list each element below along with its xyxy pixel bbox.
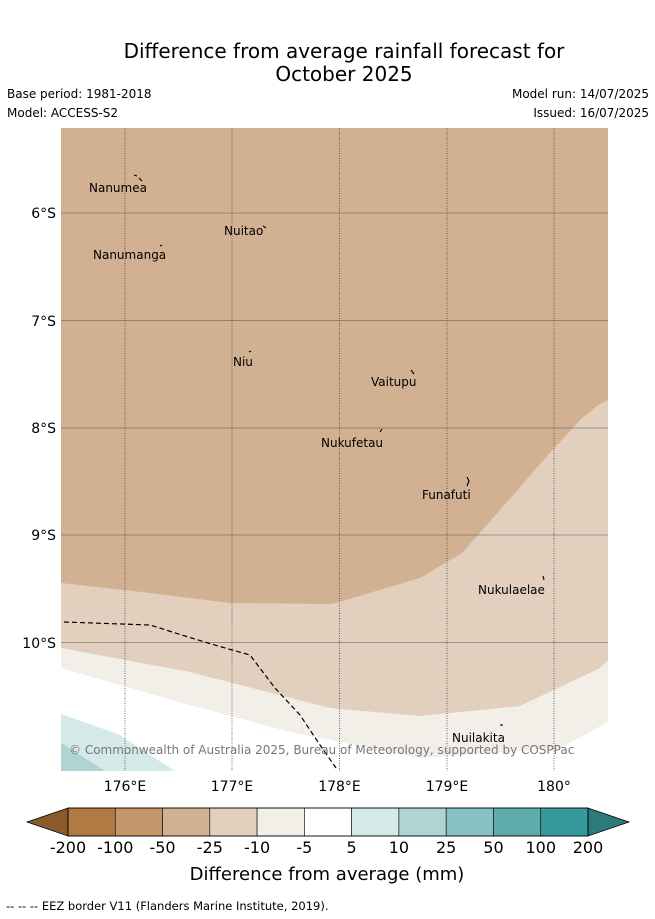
lat-label-6s: 6°S: [31, 206, 56, 222]
colorbar-cell: [209, 807, 258, 837]
label-nanumanga: Nanumanga: [93, 248, 166, 262]
island-vaitupu-shape: [410, 369, 415, 375]
eez-border: [63, 621, 337, 769]
colorbar-tick-label: 5: [347, 838, 357, 857]
colorbar: -200 -100 -50 -25 -10 -5 5 10 25 50 100 200 Differe…: [25, 807, 631, 885]
colorbar-tick-label: 25: [436, 838, 456, 857]
islands: [133, 174, 545, 726]
model-name: Model: ACCESS-S2: [7, 106, 119, 120]
colorbar-label: Difference from average (mm): [190, 864, 465, 885]
colorbar-cell: [114, 807, 163, 837]
colorbar-cell: [304, 807, 352, 837]
colorbar-extend-low: [25, 807, 69, 837]
island-nuitao-shape: [262, 225, 267, 229]
colorbar-tick-label: 100: [525, 838, 556, 857]
label-niu: Niu: [233, 355, 253, 369]
lat-label-7s: 7°S: [31, 314, 56, 330]
colorbar-extend-high: [587, 807, 631, 837]
band-near-average: [61, 668, 608, 771]
colorbar-cell: [67, 807, 116, 837]
colorbar-cell: [162, 807, 211, 837]
label-nanumea: Nanumea: [89, 181, 147, 195]
lon-gridlines: [124, 128, 555, 771]
label-nukufetau: Nukufetau: [321, 436, 383, 450]
lon-label-176e: 176°E: [104, 779, 147, 795]
map-title: Difference from average rainfall forecas…: [0, 40, 655, 86]
lat-label-9s: 9°S: [31, 528, 56, 544]
island-nukulaelae-shape: [542, 575, 545, 581]
label-vaitupu: Vaitupu: [371, 375, 417, 389]
colorbar-cell: [398, 807, 447, 837]
colorbar-tick-label: 200: [573, 838, 604, 857]
island-nanumea-shape: [133, 174, 143, 182]
colorbar-tick-label: -10: [244, 838, 270, 857]
label-nuilakita: Nuilakita: [452, 731, 505, 745]
lat-labels: 6°S 7°S 8°S 9°S 10°S: [22, 206, 56, 652]
band-10-to-25: [61, 714, 175, 771]
colorbar-cell: [540, 807, 589, 837]
colorbar-tick-label: 50: [483, 838, 503, 857]
colorbar-tick-label: -200: [50, 838, 86, 857]
lon-label-177e: 177°E: [211, 779, 254, 795]
title-line-2: October 2025: [275, 62, 413, 86]
colorbar-outline: [67, 807, 589, 837]
colorbar-tick-label: -50: [149, 838, 175, 857]
eez-footnote: -- -- -- EEZ border V11 (Flanders Marine…: [6, 899, 329, 913]
lat-gridlines: [61, 212, 608, 643]
colorbar-cell: [256, 807, 305, 837]
lon-label-180: 180°: [537, 779, 571, 795]
colorbar-tick-label: -25: [197, 838, 223, 857]
map-area: [61, 128, 608, 771]
colorbar-tick-label: 10: [389, 838, 409, 857]
island-funafuti-shape: [466, 476, 470, 487]
island-nanumanga-shape: [159, 244, 163, 247]
band-minus-50-to-minus-25: [61, 128, 608, 604]
lon-label-178e: 178°E: [318, 779, 361, 795]
lon-labels: 176°E 177°E 178°E 179°E 180°: [104, 779, 571, 795]
label-nukulaelae: Nukulaelae: [478, 583, 545, 597]
issued-date: Issued: 16/07/2025: [533, 106, 649, 120]
colorbar-tick-label: -5: [296, 838, 312, 857]
title-line-1: Difference from average rainfall forecas…: [123, 39, 565, 63]
place-labels: Nanumea Nuitao Nanumanga Niu Vaitupu Nuk…: [89, 181, 545, 745]
lat-label-8s: 8°S: [31, 421, 56, 437]
island-nukufetau-shape: [379, 428, 383, 433]
island-niu-shape: [248, 350, 252, 353]
colorbar-cell: [445, 807, 494, 837]
base-period: Base period: 1981-2018: [7, 87, 152, 101]
label-nuitao: Nuitao: [224, 224, 263, 238]
colorbar-cells: [67, 807, 589, 837]
lon-label-179e: 179°E: [426, 779, 469, 795]
label-funafuti: Funafuti: [422, 488, 471, 502]
colorbar-ticks: -200 -100 -50 -25 -10 -5 5 10 25 50 100 200: [50, 838, 603, 857]
colorbar-cell: [351, 807, 400, 837]
lat-label-10s: 10°S: [22, 636, 56, 652]
copyright-notice: © Commonwealth of Australia 2025, Bureau…: [69, 743, 574, 757]
colorbar-cell: [493, 807, 542, 837]
model-run: Model run: 14/07/2025: [511, 87, 649, 101]
band-25-to-50: [61, 743, 105, 771]
colorbar-tick-label: -100: [97, 838, 133, 857]
